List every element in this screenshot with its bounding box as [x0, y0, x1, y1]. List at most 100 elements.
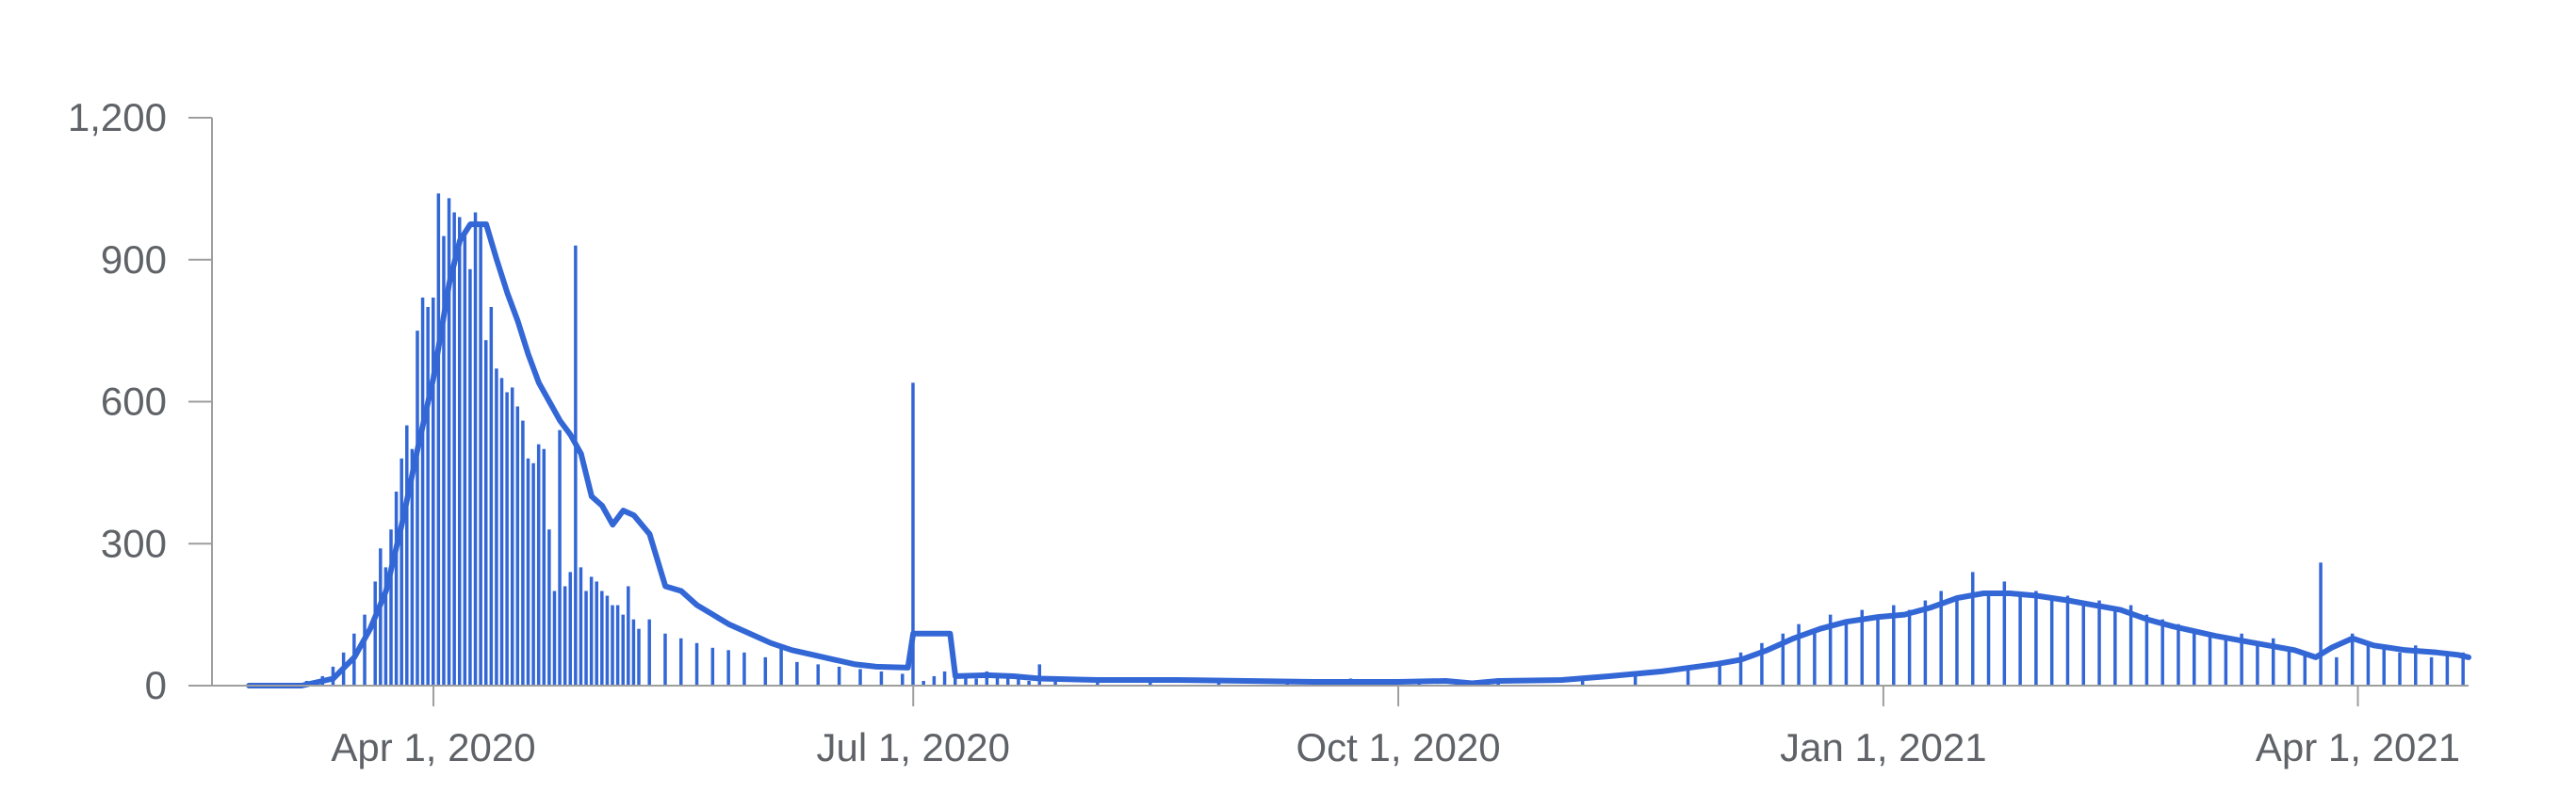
- bar: [964, 673, 968, 686]
- bar: [995, 675, 1000, 686]
- bar: [552, 591, 557, 686]
- bar: [710, 647, 715, 686]
- bar: [1797, 623, 1801, 686]
- line-layer: [246, 221, 2471, 688]
- bar: [373, 581, 377, 686]
- bar: [2287, 647, 2291, 686]
- bar: [1149, 681, 1152, 686]
- bar: [1828, 614, 1833, 686]
- bar: [584, 591, 588, 686]
- bar: [2081, 605, 2086, 686]
- bar: [1813, 628, 1817, 686]
- bar: [2177, 623, 2180, 686]
- bar: [2002, 581, 2007, 686]
- bar: [1955, 595, 1959, 686]
- bar: [2414, 645, 2418, 686]
- bar: [1844, 619, 1849, 686]
- x-tick-label: Jan 1, 2021: [1780, 725, 1987, 769]
- bar: [837, 666, 841, 686]
- bar: [1923, 600, 1928, 686]
- bar: [1633, 673, 1638, 686]
- bar: [2224, 638, 2228, 686]
- bar: [458, 217, 462, 686]
- bar: [1892, 605, 1896, 686]
- bar: [2398, 652, 2402, 686]
- bar: [389, 529, 393, 686]
- bar: [879, 671, 884, 686]
- bar: [479, 221, 482, 687]
- bar: [615, 605, 620, 686]
- y-tick-label: 900: [101, 237, 167, 282]
- bar: [1738, 652, 1743, 686]
- bar: [510, 387, 514, 686]
- bar: [394, 491, 399, 686]
- bar: [536, 444, 541, 686]
- y-tick-label: 1,200: [68, 95, 167, 139]
- y-axis-ticks: 0 300 600 900 1,200: [68, 95, 212, 707]
- bar: [562, 586, 567, 686]
- bar: [442, 235, 446, 686]
- bar: [2034, 591, 2038, 686]
- bar: [1907, 609, 1912, 686]
- bar: [589, 576, 594, 686]
- bar: [1986, 591, 1991, 686]
- bar: [531, 462, 535, 686]
- bar: [1718, 661, 1721, 686]
- bar: [605, 595, 610, 686]
- bar: [621, 614, 625, 686]
- bar: [1017, 675, 1020, 686]
- bars-layer: [247, 193, 2465, 687]
- bar: [2350, 633, 2355, 686]
- bar: [763, 656, 768, 686]
- bar: [420, 297, 425, 686]
- bar: [858, 669, 862, 686]
- bar: [1876, 619, 1880, 686]
- bar: [694, 642, 699, 686]
- bar: [452, 212, 456, 686]
- bar: [974, 678, 978, 686]
- bar: [410, 448, 415, 686]
- bar: [515, 406, 520, 686]
- bar: [436, 193, 441, 686]
- bar: [579, 567, 583, 686]
- x-axis-ticks: Apr 1, 2020 Jul 1, 2020 Oct 1, 2020 Jan 1, …: [331, 686, 2460, 769]
- bar: [2366, 642, 2371, 686]
- bar: [637, 628, 641, 686]
- bar: [779, 647, 783, 686]
- bar: [932, 675, 937, 686]
- bar: [663, 633, 667, 686]
- bar: [2193, 628, 2196, 686]
- bar: [416, 331, 419, 686]
- bar: [2144, 614, 2149, 686]
- bar: [2240, 633, 2243, 686]
- bar: [1037, 664, 1042, 686]
- bar: [2319, 562, 2323, 686]
- bar: [2256, 642, 2259, 686]
- bar: [568, 572, 573, 686]
- x-tick-label: Jul 1, 2020: [816, 725, 1010, 769]
- bar: [558, 429, 562, 686]
- bar: [2303, 652, 2307, 686]
- bar: [432, 297, 435, 686]
- moving-average-line: [246, 221, 2471, 688]
- bar: [495, 368, 498, 686]
- bar: [985, 671, 989, 686]
- bar: [795, 661, 799, 686]
- x-tick-label: Apr 1, 2020: [331, 725, 535, 769]
- bar: [1686, 666, 1690, 686]
- bar: [2113, 609, 2117, 686]
- x-tick-label: Apr 1, 2021: [2256, 725, 2460, 769]
- bar: [499, 378, 504, 686]
- y-tick-label: 600: [101, 380, 167, 424]
- bar: [1781, 633, 1785, 686]
- bar: [2160, 619, 2164, 686]
- bar: [921, 680, 925, 686]
- bar: [901, 673, 905, 686]
- bar: [1053, 680, 1057, 686]
- bar: [627, 586, 630, 686]
- bar: [816, 664, 821, 686]
- bar: [954, 675, 957, 686]
- y-tick-label: 300: [101, 521, 167, 565]
